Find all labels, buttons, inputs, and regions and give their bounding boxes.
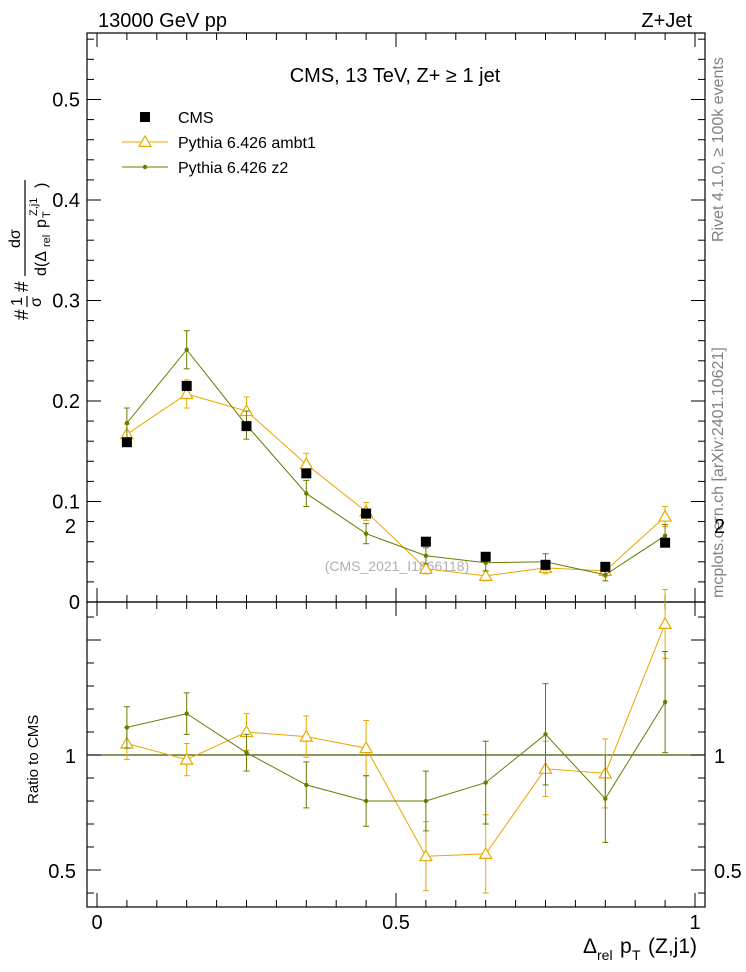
data-point-ambt1 [478, 568, 493, 581]
ratio-y-tick-label: 1 [65, 746, 76, 768]
svg-text:dσ: dσ [7, 229, 24, 248]
side-text-bottom: mcplots.cern.ch [arXiv:2401.10621] [710, 347, 727, 598]
data-point-cms [420, 536, 431, 547]
data-point-ambt1 [299, 457, 314, 470]
header-right: Z+Jet [641, 10, 692, 32]
side-text-top: Rivet 4.1.0, ≥ 100k events [710, 57, 727, 242]
data-point-cms [361, 508, 372, 519]
svg-text:#: # [12, 281, 33, 292]
x-tick-label: 1 [689, 912, 700, 934]
ratio-point-z2 [184, 711, 189, 716]
ratio-series-line-1 [126, 701, 666, 802]
data-point-z2 [304, 491, 309, 496]
ratio-point-z2 [244, 750, 249, 755]
data-point-cms [540, 559, 551, 570]
data-point-z2 [124, 420, 130, 426]
data-point-z2 [184, 347, 189, 352]
x-tick-label: 0.5 [382, 912, 410, 934]
ratio-point-ambt1 [359, 740, 374, 754]
legend-label: CMS [178, 110, 214, 127]
ratio-point-ambt1 [299, 729, 314, 742]
data-point-ambt1 [179, 386, 194, 400]
svg-text:rel: rel [597, 947, 613, 963]
data-point-z2 [423, 553, 429, 558]
header-left: 13000 GeV pp [98, 10, 227, 32]
data-point-cms [121, 437, 132, 448]
ratio-point-z2 [483, 780, 488, 785]
ratio-series-line-0 [126, 623, 666, 857]
svg-text:#: # [12, 309, 33, 320]
svg-text:1: 1 [9, 297, 26, 306]
ratio-y-tick-label-right: 2 [714, 516, 725, 538]
y-tick-label: 0.3 [52, 291, 80, 313]
legend-marker-ambt1 [137, 134, 153, 148]
svg-text:T: T [41, 211, 53, 218]
ratio-point-z2 [423, 798, 429, 804]
main-title: CMS, 13 TeV, Z+ ≥ 1 jet [290, 65, 501, 87]
svg-text:d(Δ: d(Δ [33, 251, 50, 276]
svg-text:rel: rel [41, 235, 53, 247]
ratio-y-tick-label: 2 [65, 516, 76, 538]
y-tick-label: 0 [69, 592, 80, 614]
ratio-point-z2 [603, 796, 608, 801]
series-line-1 [126, 393, 666, 577]
data-point-ambt1 [418, 561, 433, 574]
svg-text:T: T [632, 947, 641, 963]
y-tick-label: 0.5 [52, 90, 80, 112]
y-tick-label: 0.2 [52, 391, 80, 413]
ratio-point-z2 [304, 782, 309, 788]
ratio-point-ambt1 [179, 752, 194, 765]
y-tick-label: 0.4 [52, 190, 80, 212]
ratio-point-ambt1 [658, 616, 673, 630]
ratio-ylabel: Ratio to CMS [25, 715, 42, 804]
ratio-y-tick-label-right: 0.5 [714, 861, 742, 883]
svg-text:p: p [33, 219, 50, 228]
x-tick-label: 0 [91, 912, 102, 934]
svg-text:p: p [620, 935, 632, 958]
ratio-point-z2 [363, 798, 369, 804]
ratio-y-tick-label: 0.5 [48, 861, 76, 883]
data-point-cms [660, 537, 671, 548]
svg-text:(Z,j1): (Z,j1) [648, 935, 697, 958]
x-axis-label: Δ rel p T (Z,j1) [583, 935, 697, 963]
ratio-point-ambt1 [418, 848, 433, 862]
data-point-cms [301, 468, 312, 479]
legend-marker-z2 [142, 164, 148, 170]
main-ylabel: # 1 σ # dσ d(Δ rel p T Z,j1 ) [7, 180, 53, 320]
ratio-panel: 0.5 0.5 1 1 2 2 0 0.5 1 [48, 516, 742, 934]
data-point-cms [241, 421, 252, 432]
data-point-ambt1 [658, 509, 673, 522]
svg-text:Δ: Δ [583, 935, 597, 958]
data-point-cms [181, 380, 192, 391]
ratio-point-z2 [543, 732, 548, 737]
legend-label: Pythia 6.426 ambt1 [178, 135, 316, 152]
svg-text:Z,j1: Z,j1 [28, 198, 40, 216]
legend-marker-cms [140, 112, 150, 122]
ratio-y-tick-label-right: 1 [714, 746, 725, 768]
data-point-z2 [363, 531, 369, 536]
ratio-point-z2 [662, 699, 668, 705]
ratio-point-ambt1 [478, 846, 493, 860]
svg-text:σ: σ [28, 297, 45, 307]
data-point-z2 [662, 533, 668, 538]
data-point-cms [480, 551, 491, 562]
series-line-2 [126, 348, 666, 576]
data-point-z2 [603, 572, 608, 578]
y-tick-label: 0.1 [52, 492, 80, 514]
legend-label: Pythia 6.426 z2 [178, 160, 288, 177]
data-point-cms [600, 561, 611, 572]
svg-text:): ) [33, 183, 50, 188]
ratio-point-z2 [124, 725, 130, 730]
